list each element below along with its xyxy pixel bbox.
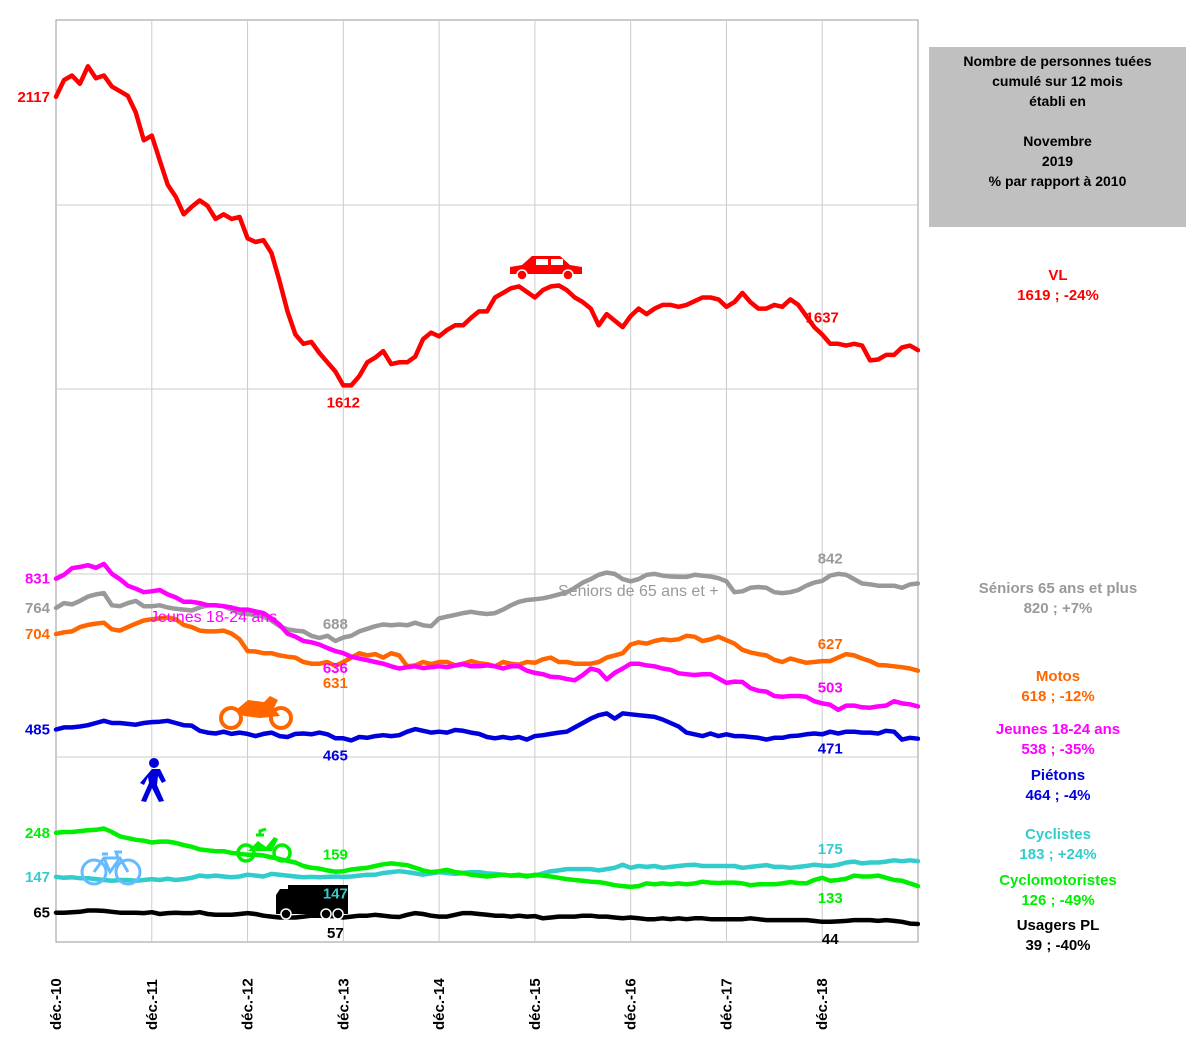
legend-pl-name: Usagers PL	[1016, 917, 1100, 934]
data-label-2-2: 627	[818, 636, 843, 653]
plot-frame	[55, 19, 919, 943]
data-label-6-2: 133	[818, 890, 843, 907]
line-chart: 2117 1612 1637 764 688 842 704 631 627 831 636 503 4…	[17, 19, 920, 1030]
data-label-1-1: 688	[323, 616, 348, 633]
legend-pietons-name: Piétons	[1030, 767, 1086, 784]
series-line-5	[53, 858, 920, 884]
legend-vl: VL 1619 ; -24%	[928, 266, 1188, 306]
bicycle-icon	[80, 850, 142, 886]
truck-icon	[276, 885, 348, 920]
series-line-3	[53, 561, 920, 713]
series-line-6	[53, 826, 920, 890]
x-tick-label: déc.-16	[623, 978, 640, 1030]
legend-jeunes-name: Jeunes 18-24 ans	[995, 721, 1121, 738]
legend-pietons-value: 464 ; -4%	[1025, 787, 1091, 804]
data-label-7-0: 65	[33, 905, 50, 922]
x-tick-label: déc.-10	[48, 978, 65, 1030]
annotation-seniors: Seniors de 65 ans et +	[558, 583, 719, 600]
x-tick-label: déc.-12	[240, 978, 257, 1030]
data-label-5-2: 175	[818, 841, 843, 858]
data-label-3-2: 503	[818, 680, 843, 697]
legend-vl-value: 1619 ; -24%	[1017, 287, 1099, 304]
data-label-7-2: 44	[822, 931, 839, 948]
data-label-6-0: 248	[25, 825, 50, 842]
info-line-4: Novembre	[1023, 133, 1092, 149]
data-label-1-2: 842	[818, 551, 843, 568]
legend-motos-name: Motos	[1035, 668, 1081, 685]
legend-cyclistes-name: Cyclistes	[1025, 826, 1091, 843]
info-box: Nombre de personnes tuées cumulé sur 12 …	[929, 47, 1186, 227]
data-label-2-1: 631	[323, 675, 348, 692]
data-label-4-0: 485	[25, 722, 50, 739]
info-line-1: Nombre de personnes tuées	[963, 53, 1152, 69]
data-label-1-0: 764	[25, 600, 51, 617]
x-tick-label: déc.-18	[814, 978, 831, 1030]
legend-cyclistes-value: 183 ; +24%	[1019, 846, 1097, 863]
legend-cyclomotoristes-value: 126 ; -49%	[1021, 892, 1095, 909]
legend-motos: Motos 618 ; -12%	[928, 667, 1188, 707]
data-label-0-0: 2117	[17, 89, 50, 106]
data-label-0-1: 1612	[327, 394, 360, 411]
data-label-7-1: 57	[327, 925, 344, 942]
annotation-jeunes: Jeunes 18-24 ans	[150, 609, 277, 626]
data-label-3-0: 831	[25, 571, 50, 588]
info-line-5: 2019	[1041, 153, 1074, 169]
labels-layer: 2117 1612 1637 764 688 842 704 631 627 831 636 503 4…	[17, 89, 842, 948]
legend-pl-value: 39 ; -40%	[1025, 937, 1091, 954]
x-tick-label: déc.-15	[527, 978, 544, 1030]
chart-grid	[55, 19, 919, 943]
legend-pietons: Piétons 464 ; -4%	[928, 766, 1188, 806]
series-line-7	[53, 908, 920, 927]
data-label-4-2: 471	[818, 741, 843, 758]
legend-seniors-name: Séniors 65 ans et plus	[978, 580, 1138, 597]
x-tick-label: déc.-14	[431, 978, 448, 1030]
legend-cyclomotoristes-name: Cyclomotoristes	[999, 872, 1117, 889]
x-tick-label: déc.-17	[718, 978, 735, 1030]
legend-seniors-value: 820 ; +7%	[1023, 600, 1093, 617]
series-layer	[53, 64, 920, 927]
x-tick-label: déc.-11	[144, 979, 161, 1030]
series-line-4	[53, 711, 920, 743]
data-label-0-2: 1637	[806, 310, 839, 327]
data-label-6-1: 159	[323, 847, 348, 864]
info-line-2: cumulé sur 12 mois	[992, 73, 1123, 89]
icons-layer	[80, 256, 582, 920]
annotations-layer: Jeunes 18-24 ans Seniors de 65 ans et +	[150, 583, 719, 626]
legend-cyclistes: Cyclistes 183 ; +24%	[928, 825, 1188, 865]
x-axis-ticks: déc.-10 déc.-11 déc.-12 déc.-13 déc.-14 déc.-…	[48, 978, 831, 1030]
info-line-3: établi en	[1029, 93, 1086, 109]
legend-motos-value: 618 ; -12%	[1021, 688, 1095, 705]
legend-jeunes: Jeunes 18-24 ans 538 ; -35%	[928, 720, 1188, 760]
legend-vl-name: VL	[1048, 267, 1068, 284]
legend-jeunes-value: 538 ; -35%	[1021, 741, 1095, 758]
info-line-6: % par rapport à 2010	[988, 173, 1127, 189]
series-line-1	[53, 570, 920, 644]
data-label-2-0: 704	[25, 626, 51, 643]
data-label-3-1: 636	[323, 660, 348, 677]
data-label-4-1: 465	[323, 747, 348, 764]
legend-pl: Usagers PL 39 ; -40%	[928, 916, 1188, 956]
data-label-5-1: 147	[323, 885, 348, 902]
moped-icon	[236, 827, 292, 863]
motorcycle-icon	[219, 696, 293, 730]
car-icon	[510, 256, 582, 281]
legend-cyclomotoristes: Cyclomotoristes 126 ; -49%	[928, 871, 1188, 911]
legend-seniors: Séniors 65 ans et plus 820 ; +7%	[928, 579, 1188, 619]
x-tick-label: déc.-13	[335, 978, 352, 1030]
data-label-5-0: 147	[25, 869, 50, 886]
pedestrian-icon	[140, 758, 166, 802]
series-line-0	[53, 64, 920, 388]
